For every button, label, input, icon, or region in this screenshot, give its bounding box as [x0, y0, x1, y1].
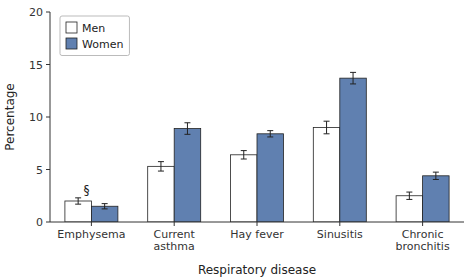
x-tick-label-line: Sinusitis	[317, 228, 363, 241]
error-cap	[350, 83, 356, 84]
x-tick	[339, 222, 340, 226]
error-line	[435, 172, 436, 179]
y-tick-label: 10	[29, 111, 43, 124]
legend-items: Men Women	[66, 22, 123, 51]
error-bar	[241, 151, 247, 159]
x-tick	[91, 222, 92, 226]
error-line	[104, 204, 105, 209]
error-bar	[102, 204, 108, 209]
error-cap	[102, 208, 108, 209]
x-axis-label: Respiratory disease	[198, 263, 316, 277]
y-tick	[46, 169, 50, 170]
error-line	[326, 121, 327, 134]
error-cap	[406, 199, 412, 200]
y-tick-label: 15	[29, 59, 43, 72]
x-tick-label: Sinusitis	[317, 228, 363, 241]
error-line	[409, 192, 410, 199]
bar	[257, 134, 283, 222]
error-cap	[184, 122, 190, 123]
error-line	[160, 162, 161, 171]
error-bar	[406, 192, 412, 199]
error-cap	[75, 204, 81, 205]
error-cap	[102, 203, 108, 204]
x-tick-label-line: asthma	[154, 240, 195, 253]
legend-swatch	[66, 38, 77, 49]
legend-frame	[60, 16, 129, 56]
error-cap	[241, 159, 247, 160]
bar	[91, 206, 117, 222]
legend: Men Women	[60, 16, 129, 56]
x-tick-label: Hay fever	[230, 228, 284, 241]
bar	[340, 78, 366, 222]
error-cap	[350, 72, 356, 73]
x-tick-label: Chronicbronchitis	[396, 228, 450, 253]
error-bar	[184, 123, 190, 135]
error-line	[187, 123, 188, 135]
y-tick-label: 5	[36, 164, 43, 177]
x-tick-label-line: Hay fever	[230, 228, 284, 241]
error-cap	[158, 161, 164, 162]
axes: 0 5 10 15 20 Emphysema Currentasthma Hay fever S…	[29, 6, 464, 253]
error-cap	[324, 133, 330, 134]
error-line	[78, 198, 79, 204]
error-bar	[267, 131, 273, 137]
chart-svg: 0 5 10 15 20 Emphysema Currentasthma Hay fever S…	[0, 0, 474, 280]
x-tick-label: Currentasthma	[154, 228, 196, 253]
bar	[65, 201, 91, 222]
x-tick-label-line: Emphysema	[57, 228, 125, 241]
bar	[148, 166, 174, 222]
legend-swatch	[66, 22, 77, 33]
error-cap	[433, 179, 439, 180]
x-tick	[174, 222, 175, 226]
x-tick	[257, 222, 258, 226]
bar	[396, 196, 422, 222]
bar	[174, 129, 200, 222]
x-tick	[422, 222, 423, 226]
error-cap	[433, 172, 439, 173]
bar	[423, 176, 449, 222]
error-cap	[75, 197, 81, 198]
error-bar	[324, 121, 330, 134]
legend-label: Women	[82, 38, 123, 51]
error-cap	[184, 134, 190, 135]
error-cap	[406, 192, 412, 193]
bar	[231, 155, 257, 222]
y-tick	[46, 12, 50, 13]
bar	[313, 128, 339, 223]
x-tick-label-line: bronchitis	[396, 240, 450, 253]
error-bar	[433, 172, 439, 179]
error-cap	[267, 130, 273, 131]
x-tick-label: Emphysema	[57, 228, 125, 241]
error-line	[353, 72, 354, 84]
error-cap	[267, 136, 273, 137]
error-bar	[75, 198, 81, 204]
chart-container: 0 5 10 15 20 Emphysema Currentasthma Hay fever S…	[0, 0, 474, 280]
annotation: §	[83, 183, 89, 197]
y-tick	[46, 64, 50, 65]
error-line	[243, 151, 244, 159]
bars	[65, 72, 449, 222]
error-bar	[158, 162, 164, 171]
error-line	[270, 131, 271, 137]
y-tick-label: 0	[36, 216, 43, 229]
y-tick-label: 20	[29, 6, 43, 19]
error-cap	[241, 150, 247, 151]
error-cap	[324, 121, 330, 122]
y-tick	[46, 222, 50, 223]
error-bar	[350, 72, 356, 84]
error-cap	[158, 171, 164, 172]
y-axis-label: Percentage	[3, 83, 17, 151]
legend-label: Men	[82, 22, 105, 35]
y-tick	[46, 117, 50, 118]
